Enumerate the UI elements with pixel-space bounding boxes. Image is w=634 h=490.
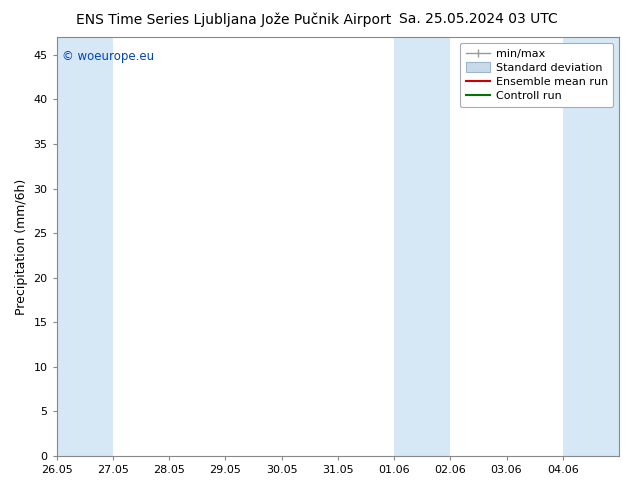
Bar — [56, 37, 113, 456]
Y-axis label: Precipitation (mm/6h): Precipitation (mm/6h) — [15, 178, 28, 315]
Text: ENS Time Series Ljubljana Jože Pučnik Airport: ENS Time Series Ljubljana Jože Pučnik Ai… — [76, 12, 391, 27]
Text: © woeurope.eu: © woeurope.eu — [62, 49, 155, 63]
Text: Sa. 25.05.2024 03 UTC: Sa. 25.05.2024 03 UTC — [399, 12, 558, 26]
Bar — [563, 37, 619, 456]
Legend: min/max, Standard deviation, Ensemble mean run, Controll run: min/max, Standard deviation, Ensemble me… — [460, 43, 614, 107]
Bar — [394, 37, 450, 456]
